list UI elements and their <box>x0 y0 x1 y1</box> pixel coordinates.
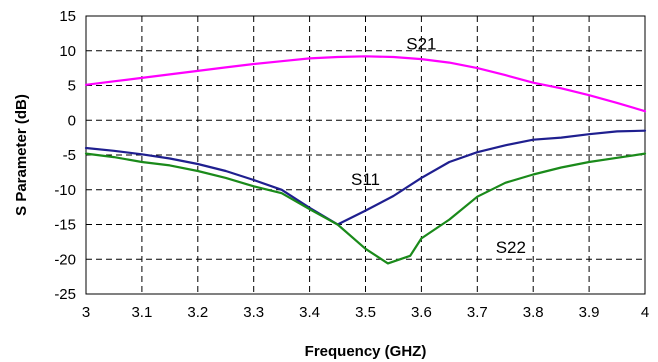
x-tick-label: 3.7 <box>467 304 488 321</box>
series-line-s22 <box>84 152 647 265</box>
y-tick-label: -10 <box>54 182 76 199</box>
series-label-s11: S11 <box>351 170 380 189</box>
y-tick-label: -5 <box>63 147 76 164</box>
series-lines <box>84 55 647 265</box>
x-axis-title: Frequency (GHZ) <box>305 343 427 360</box>
series-labels: S21 S11 S22 <box>351 34 526 257</box>
x-tick-label: 3 <box>82 304 90 321</box>
y-tick-label: 5 <box>68 78 76 95</box>
series-label-s21: S21 <box>406 34 436 53</box>
x-tick-label: 3.1 <box>131 304 152 321</box>
x-tick-label: 3.9 <box>579 304 600 321</box>
y-tick-label: 15 <box>59 8 76 25</box>
x-axis-tick-labels: 3 3.1 3.2 3.3 3.4 3.5 3.6 3.7 3.8 3.9 4 <box>82 304 649 321</box>
x-tick-label: 3.5 <box>355 304 376 321</box>
y-tick-label: -15 <box>54 217 76 234</box>
series-line-s11 <box>84 129 647 226</box>
x-tick-label: 3.6 <box>411 304 432 321</box>
x-tick-label: 3.4 <box>299 304 320 321</box>
plot-area-frame <box>85 15 646 295</box>
series-line-s21 <box>84 55 647 113</box>
y-axis-title: S Parameter (dB) <box>13 94 30 216</box>
y-tick-label: -25 <box>54 286 76 303</box>
y-axis-tick-labels: 15 10 5 0 -5 -10 -15 -20 -25 <box>54 8 76 303</box>
x-tick-label: 3.2 <box>187 304 208 321</box>
y-tick-label: 10 <box>59 43 76 60</box>
y-tick-label: 0 <box>68 112 76 129</box>
series-label-s22: S22 <box>496 238 526 257</box>
y-tick-label: -20 <box>54 251 76 268</box>
x-tick-label: 3.3 <box>243 304 264 321</box>
x-tick-label: 3.8 <box>523 304 544 321</box>
x-tick-label: 4 <box>641 304 649 321</box>
